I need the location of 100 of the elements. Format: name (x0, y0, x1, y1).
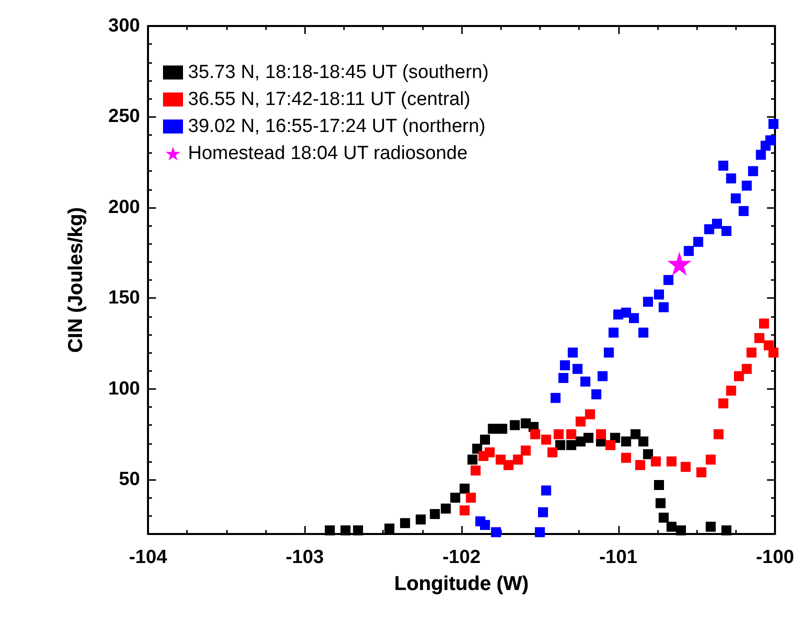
point (416, 514, 426, 524)
point (635, 460, 646, 470)
point (608, 328, 619, 338)
y-tick-label: 300 (108, 16, 140, 36)
point (490, 527, 501, 538)
point (643, 449, 654, 460)
point (638, 328, 648, 338)
x-tick-label: -102 (442, 547, 481, 568)
y-tick-label: 200 (108, 196, 140, 218)
point (666, 522, 677, 532)
point (576, 416, 586, 427)
point (504, 460, 514, 470)
point (460, 484, 470, 494)
point (572, 364, 582, 374)
point (466, 492, 476, 503)
point (534, 527, 545, 538)
point (696, 467, 706, 478)
point (684, 246, 694, 256)
point (748, 166, 758, 176)
point (768, 118, 778, 129)
point (496, 454, 506, 465)
point (746, 348, 756, 358)
point (480, 520, 490, 530)
y-tick-label: 50 (118, 469, 140, 490)
point (450, 492, 460, 503)
point (738, 206, 749, 216)
point (568, 348, 578, 358)
point (704, 224, 714, 234)
point (558, 372, 568, 383)
point (510, 420, 520, 430)
point (663, 275, 674, 285)
point (726, 386, 736, 396)
point (520, 446, 531, 456)
point (654, 290, 664, 300)
point (583, 432, 594, 443)
point (734, 371, 744, 382)
point (621, 452, 632, 463)
x-axis-title: Longitude (W) (394, 573, 529, 595)
x-tick-label: -103 (286, 547, 324, 568)
point (621, 436, 632, 446)
point (718, 160, 728, 171)
point (667, 252, 692, 276)
point (596, 429, 606, 440)
x-tick-label: -101 (599, 547, 638, 568)
point (538, 507, 548, 518)
point (706, 522, 716, 532)
point (467, 454, 478, 465)
point (400, 518, 410, 528)
point (605, 440, 616, 450)
y-tick-label: 150 (108, 288, 140, 309)
point (585, 409, 596, 420)
y-axis-title: CIN (Joules/kg) (65, 207, 87, 353)
point (706, 454, 716, 465)
point (580, 376, 590, 387)
point (541, 434, 552, 445)
point (676, 525, 686, 536)
point (721, 525, 732, 536)
point (470, 466, 481, 476)
point (497, 424, 508, 434)
point (654, 480, 664, 490)
point (765, 135, 776, 146)
point (680, 462, 691, 472)
point (353, 525, 364, 536)
x-tick-label: -100 (756, 547, 794, 568)
y-tick-label: 250 (108, 106, 140, 128)
legend-label: 39.02 N, 16:55-17:24 UT (northern) (188, 116, 486, 137)
point (530, 429, 540, 440)
point (628, 313, 639, 324)
point (638, 436, 648, 446)
point (324, 525, 335, 536)
point (554, 429, 564, 440)
point (598, 371, 608, 382)
point (547, 447, 558, 458)
point (591, 389, 602, 400)
point (621, 308, 632, 318)
point (666, 456, 677, 466)
legend-label: 35.73 N, 18:18-18:45 UT (southern) (188, 62, 489, 83)
point (730, 193, 741, 204)
point (604, 348, 614, 358)
point (430, 509, 440, 520)
point (721, 226, 732, 236)
point (693, 236, 704, 247)
point (512, 454, 523, 465)
point (759, 318, 770, 329)
point (440, 504, 451, 514)
legend-label: 36.55 N, 17:42-18:11 UT (central) (188, 89, 470, 110)
point (384, 524, 394, 534)
point (742, 364, 752, 374)
point (566, 440, 576, 450)
point (541, 485, 552, 496)
point (560, 360, 570, 370)
point (658, 302, 669, 312)
point (756, 150, 766, 160)
point (712, 218, 722, 229)
point (658, 512, 669, 523)
point (550, 392, 561, 403)
y-tick-label: 100 (108, 378, 140, 400)
point (484, 447, 495, 458)
legend-label: Homestead 18:04 UT radiosonde (188, 143, 468, 164)
point (714, 429, 724, 440)
